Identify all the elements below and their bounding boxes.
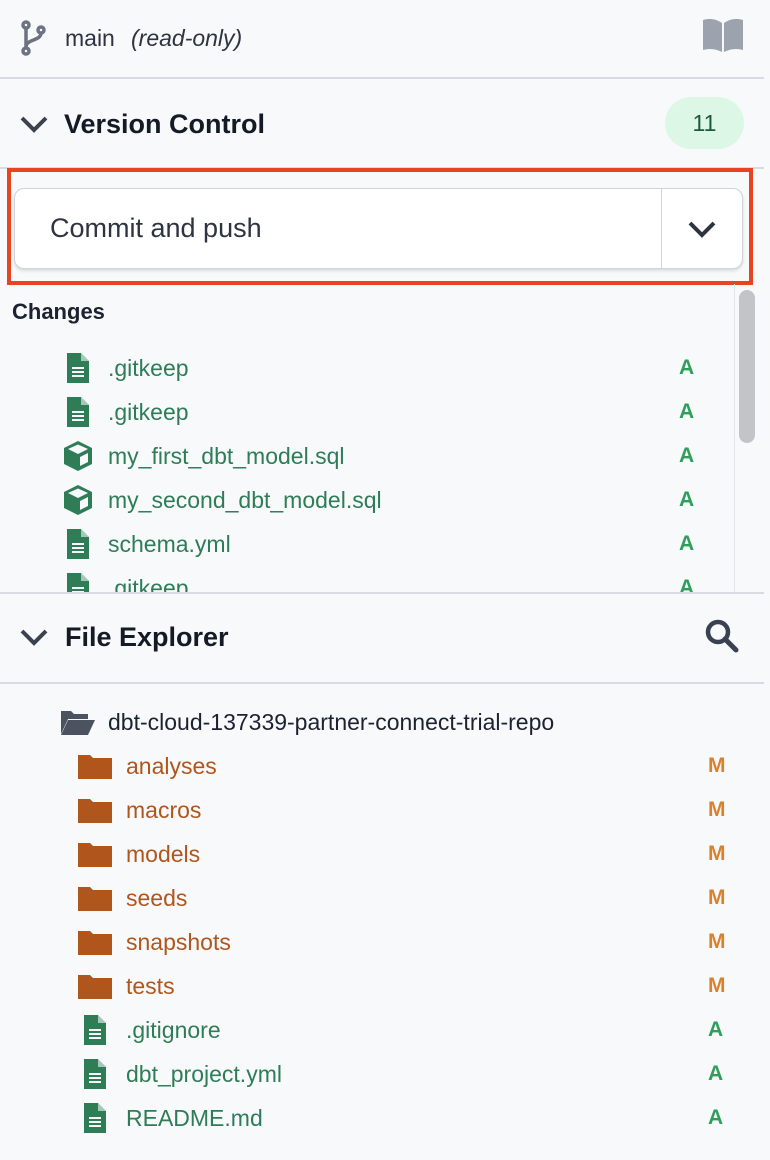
tree-item-status: A <box>708 1018 724 1041</box>
version-control-header[interactable]: Version Control 11 <box>0 79 764 168</box>
file-icon <box>60 353 96 383</box>
tree-item-name: README.md <box>126 1104 263 1131</box>
tree-item-name: analyses <box>126 752 217 779</box>
folder-icon <box>78 885 112 911</box>
tree-item-folder[interactable]: snapshots <box>78 920 678 964</box>
change-file-name: my_first_dbt_model.sql <box>108 442 345 469</box>
change-file-name: schema.yml <box>108 530 231 557</box>
changes-list: .gitkeep A .gitkeep A my_first_dbt_model… <box>0 346 735 592</box>
search-icon[interactable] <box>704 618 740 654</box>
changes-count-badge: 11 <box>665 97 744 149</box>
model-cube-icon <box>60 484 96 516</box>
chevron-down-icon[interactable] <box>19 628 49 646</box>
changes-scrollbar-thumb[interactable] <box>739 290 755 443</box>
tree-item-status: M <box>708 974 726 997</box>
repo-root-name: dbt-cloud-137339-partner-connect-trial-r… <box>108 708 555 735</box>
file-icon <box>78 1015 112 1045</box>
commit-options-dropdown[interactable] <box>662 189 742 268</box>
docs-book-icon[interactable] <box>702 18 744 52</box>
change-item[interactable]: .gitkeep <box>60 566 700 592</box>
folder-open-icon <box>60 708 96 736</box>
tree-item-name: snapshots <box>126 928 231 955</box>
highlight-box <box>7 168 753 285</box>
change-status-added: A <box>679 400 695 423</box>
tree-item-status: M <box>708 842 726 865</box>
file-icon <box>78 1103 112 1133</box>
file-explorer-title: File Explorer <box>65 622 229 652</box>
file-icon <box>60 573 96 592</box>
commit-and-push-split-button: Commit and push <box>14 188 743 269</box>
folder-icon <box>78 753 112 779</box>
tree-item-folder[interactable]: models <box>78 832 678 876</box>
chevron-down-icon <box>687 220 717 238</box>
tree-item-status: M <box>708 886 726 909</box>
change-item[interactable]: schema.yml <box>60 522 700 566</box>
tree-item-status: M <box>708 930 726 953</box>
change-file-name: .gitkeep <box>108 398 189 425</box>
changes-label: Changes <box>12 299 105 324</box>
tree-item-status: M <box>708 798 726 821</box>
tree-item-status: A <box>708 1106 724 1129</box>
change-item[interactable]: my_first_dbt_model.sql <box>60 434 700 478</box>
file-icon <box>60 397 96 427</box>
folder-icon <box>78 973 112 999</box>
commit-and-push-button[interactable]: Commit and push <box>15 189 662 268</box>
tree-item-folder[interactable]: seeds <box>78 876 678 920</box>
change-status-added: A <box>679 444 695 467</box>
change-status-added: A <box>679 488 695 511</box>
tree-item-file[interactable]: README.md <box>78 1096 678 1140</box>
tree-item-file[interactable]: dbt_project.yml <box>78 1052 678 1096</box>
change-item[interactable]: my_second_dbt_model.sql <box>60 478 700 522</box>
tree-item-status: M <box>708 754 726 777</box>
folder-icon <box>78 841 112 867</box>
repo-root-folder[interactable]: dbt-cloud-137339-partner-connect-trial-r… <box>60 700 554 744</box>
change-file-name: my_second_dbt_model.sql <box>108 486 382 513</box>
file-icon <box>60 529 96 559</box>
folder-icon <box>78 929 112 955</box>
tree-item-name: tests <box>126 972 175 999</box>
changes-scrollbar-track[interactable] <box>734 284 735 592</box>
model-cube-icon <box>60 440 96 472</box>
folder-icon <box>78 797 112 823</box>
tree-item-folder[interactable]: tests <box>78 964 678 1008</box>
version-control-title: Version Control <box>64 109 266 139</box>
tree-item-name: dbt_project.yml <box>126 1060 282 1087</box>
change-item[interactable]: .gitkeep <box>60 390 700 434</box>
git-branch-icon <box>20 20 46 56</box>
file-icon <box>78 1059 112 1089</box>
file-explorer-header[interactable]: File Explorer <box>0 594 764 683</box>
branch-mode: (read-only) <box>131 25 243 51</box>
change-item[interactable]: .gitkeep <box>60 346 700 390</box>
tree-item-name: .gitignore <box>126 1016 221 1043</box>
tree-item-name: macros <box>126 796 202 823</box>
commit-and-push-label: Commit and push <box>50 213 262 243</box>
tree-item-file[interactable]: .gitignore <box>78 1008 678 1052</box>
tree-item-status: A <box>708 1062 724 1085</box>
branch-name: main <box>65 25 115 51</box>
tree-item-name: models <box>126 840 201 867</box>
change-status-added: A <box>679 356 695 379</box>
change-file-name: .gitkeep <box>108 354 189 381</box>
branch-row: main (read-only) <box>0 0 764 78</box>
tree-item-folder[interactable]: analyses <box>78 744 678 788</box>
tree-item-name: seeds <box>126 884 188 911</box>
change-status-added: A <box>679 532 695 555</box>
change-status-added: A <box>679 576 695 592</box>
change-file-name: .gitkeep <box>108 574 189 593</box>
chevron-down-icon[interactable] <box>19 115 49 133</box>
tree-item-folder[interactable]: macros <box>78 788 678 832</box>
